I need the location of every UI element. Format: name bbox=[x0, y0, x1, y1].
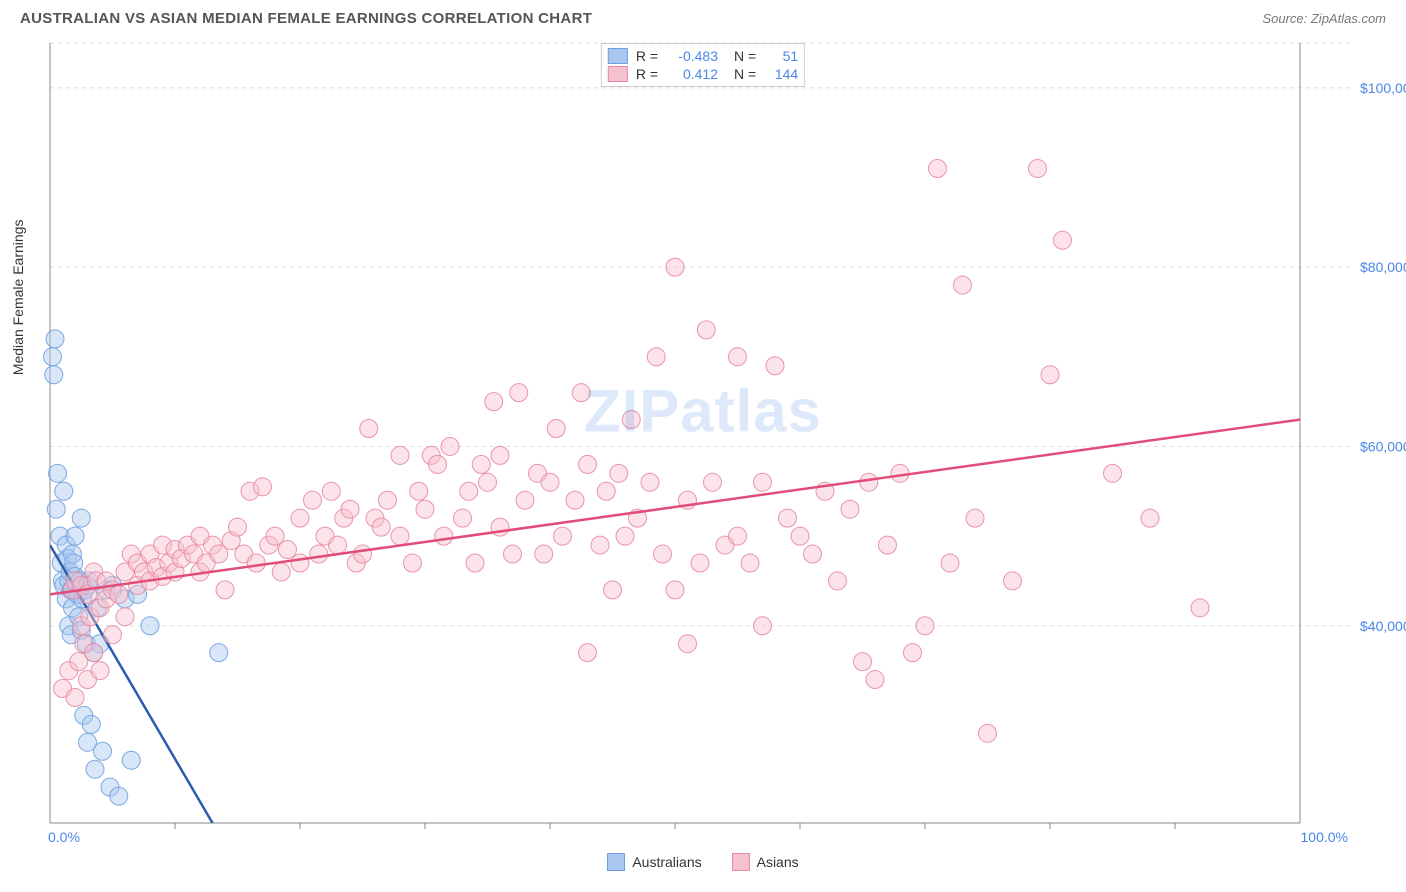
r-label: R = bbox=[636, 66, 658, 82]
correlation-legend: R = -0.483 N = 51 R = 0.412 N = 144 bbox=[601, 43, 805, 87]
svg-text:$100,000: $100,000 bbox=[1360, 80, 1406, 96]
x-axis-end-label: 100.0% bbox=[1301, 829, 1348, 845]
bottom-legend: Australians Asians bbox=[0, 853, 1406, 871]
n-value: 144 bbox=[764, 66, 798, 82]
swatch-icon bbox=[608, 48, 628, 64]
r-value: 0.412 bbox=[666, 66, 718, 82]
x-axis-start-label: 0.0% bbox=[48, 829, 80, 845]
n-value: 51 bbox=[764, 48, 798, 64]
swatch-icon bbox=[732, 853, 750, 871]
legend-item: Asians bbox=[732, 853, 799, 871]
chart-area: Median Female Earnings $40,000 $60,000 $80… bbox=[0, 33, 1406, 873]
svg-text:$60,000: $60,000 bbox=[1360, 438, 1406, 454]
legend-item: Australians bbox=[607, 853, 701, 871]
swatch-icon bbox=[608, 66, 628, 82]
svg-text:$40,000: $40,000 bbox=[1360, 618, 1406, 634]
r-label: R = bbox=[636, 48, 658, 64]
r-value: -0.483 bbox=[666, 48, 718, 64]
svg-text:$80,000: $80,000 bbox=[1360, 259, 1406, 275]
scatter-plot: $40,000 $60,000 $80,000 $100,000 bbox=[0, 33, 1406, 853]
correlation-row: R = 0.412 N = 144 bbox=[608, 65, 798, 83]
n-label: N = bbox=[734, 48, 756, 64]
legend-label: Asians bbox=[757, 854, 799, 870]
chart-title: AUSTRALIAN VS ASIAN MEDIAN FEMALE EARNIN… bbox=[20, 10, 592, 27]
source-label: Source: ZipAtlas.com bbox=[1262, 11, 1386, 26]
correlation-row: R = -0.483 N = 51 bbox=[608, 47, 798, 65]
swatch-icon bbox=[607, 853, 625, 871]
legend-label: Australians bbox=[632, 854, 701, 870]
n-label: N = bbox=[734, 66, 756, 82]
y-axis-label: Median Female Earnings bbox=[10, 220, 26, 376]
